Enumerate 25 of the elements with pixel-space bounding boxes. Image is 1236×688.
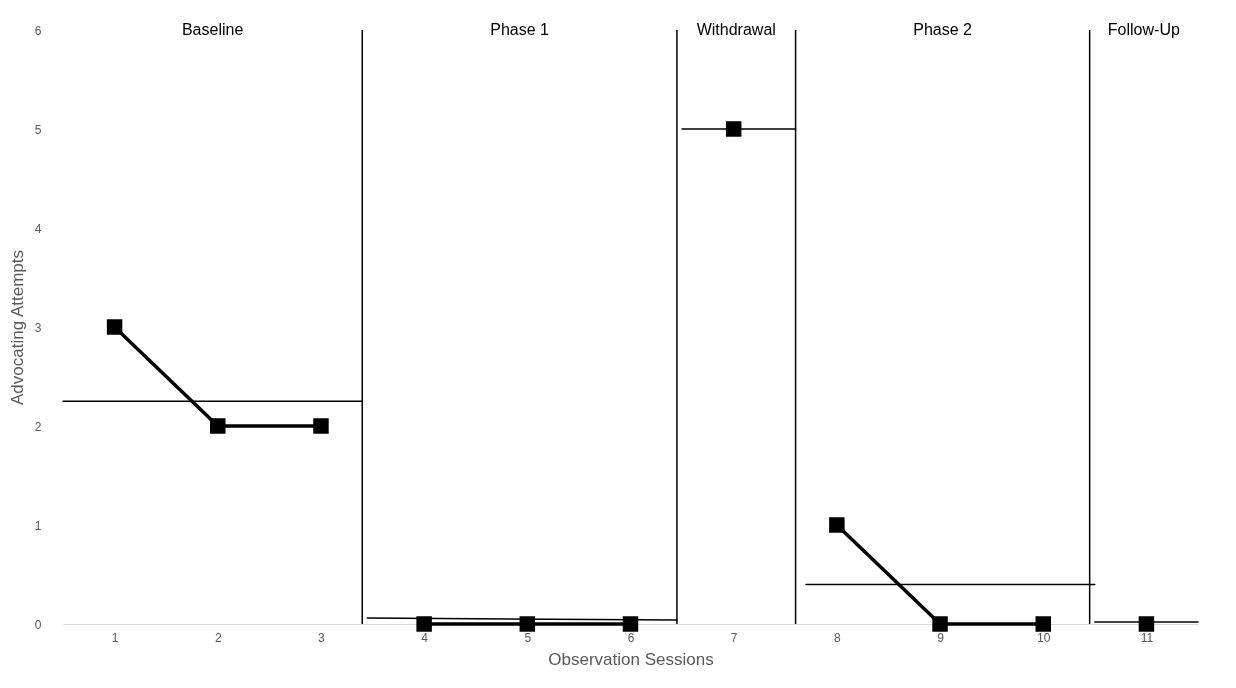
x-tick-label: 10 bbox=[1037, 630, 1051, 645]
y-tick-label: 1 bbox=[34, 518, 42, 533]
y-tick-label: 0 bbox=[34, 617, 42, 632]
x-tick-label: 1 bbox=[111, 630, 119, 645]
x-tick-label: 3 bbox=[318, 630, 326, 645]
annotation: Baseline bbox=[181, 21, 244, 38]
y-axis-title: Advocating Attempts bbox=[7, 250, 27, 405]
x-tick-label: 4 bbox=[421, 630, 429, 645]
annotation: Withdrawal bbox=[696, 21, 776, 38]
x-tick-label: 9 bbox=[937, 630, 945, 645]
x-tick-label: 2 bbox=[214, 630, 222, 645]
x-axis-title: Observation Sessions bbox=[548, 649, 714, 669]
y-tick-label: 2 bbox=[34, 419, 42, 434]
y-tick-label: 5 bbox=[34, 122, 42, 137]
x-tick-label: 11 bbox=[1140, 630, 1154, 645]
x-tick-label: 7 bbox=[730, 630, 738, 645]
x-tick-label: 5 bbox=[524, 630, 532, 645]
annotation: Follow-Up bbox=[1107, 21, 1180, 38]
annotation: Phase 2 bbox=[913, 21, 973, 38]
y-tick-label: 3 bbox=[34, 320, 42, 335]
x-tick-label: 8 bbox=[834, 630, 842, 645]
annotation: Phase 1 bbox=[490, 21, 550, 38]
y-tick-label: 4 bbox=[34, 221, 42, 236]
y-tick-label: 6 bbox=[34, 23, 42, 38]
x-tick-label: 6 bbox=[627, 630, 635, 645]
